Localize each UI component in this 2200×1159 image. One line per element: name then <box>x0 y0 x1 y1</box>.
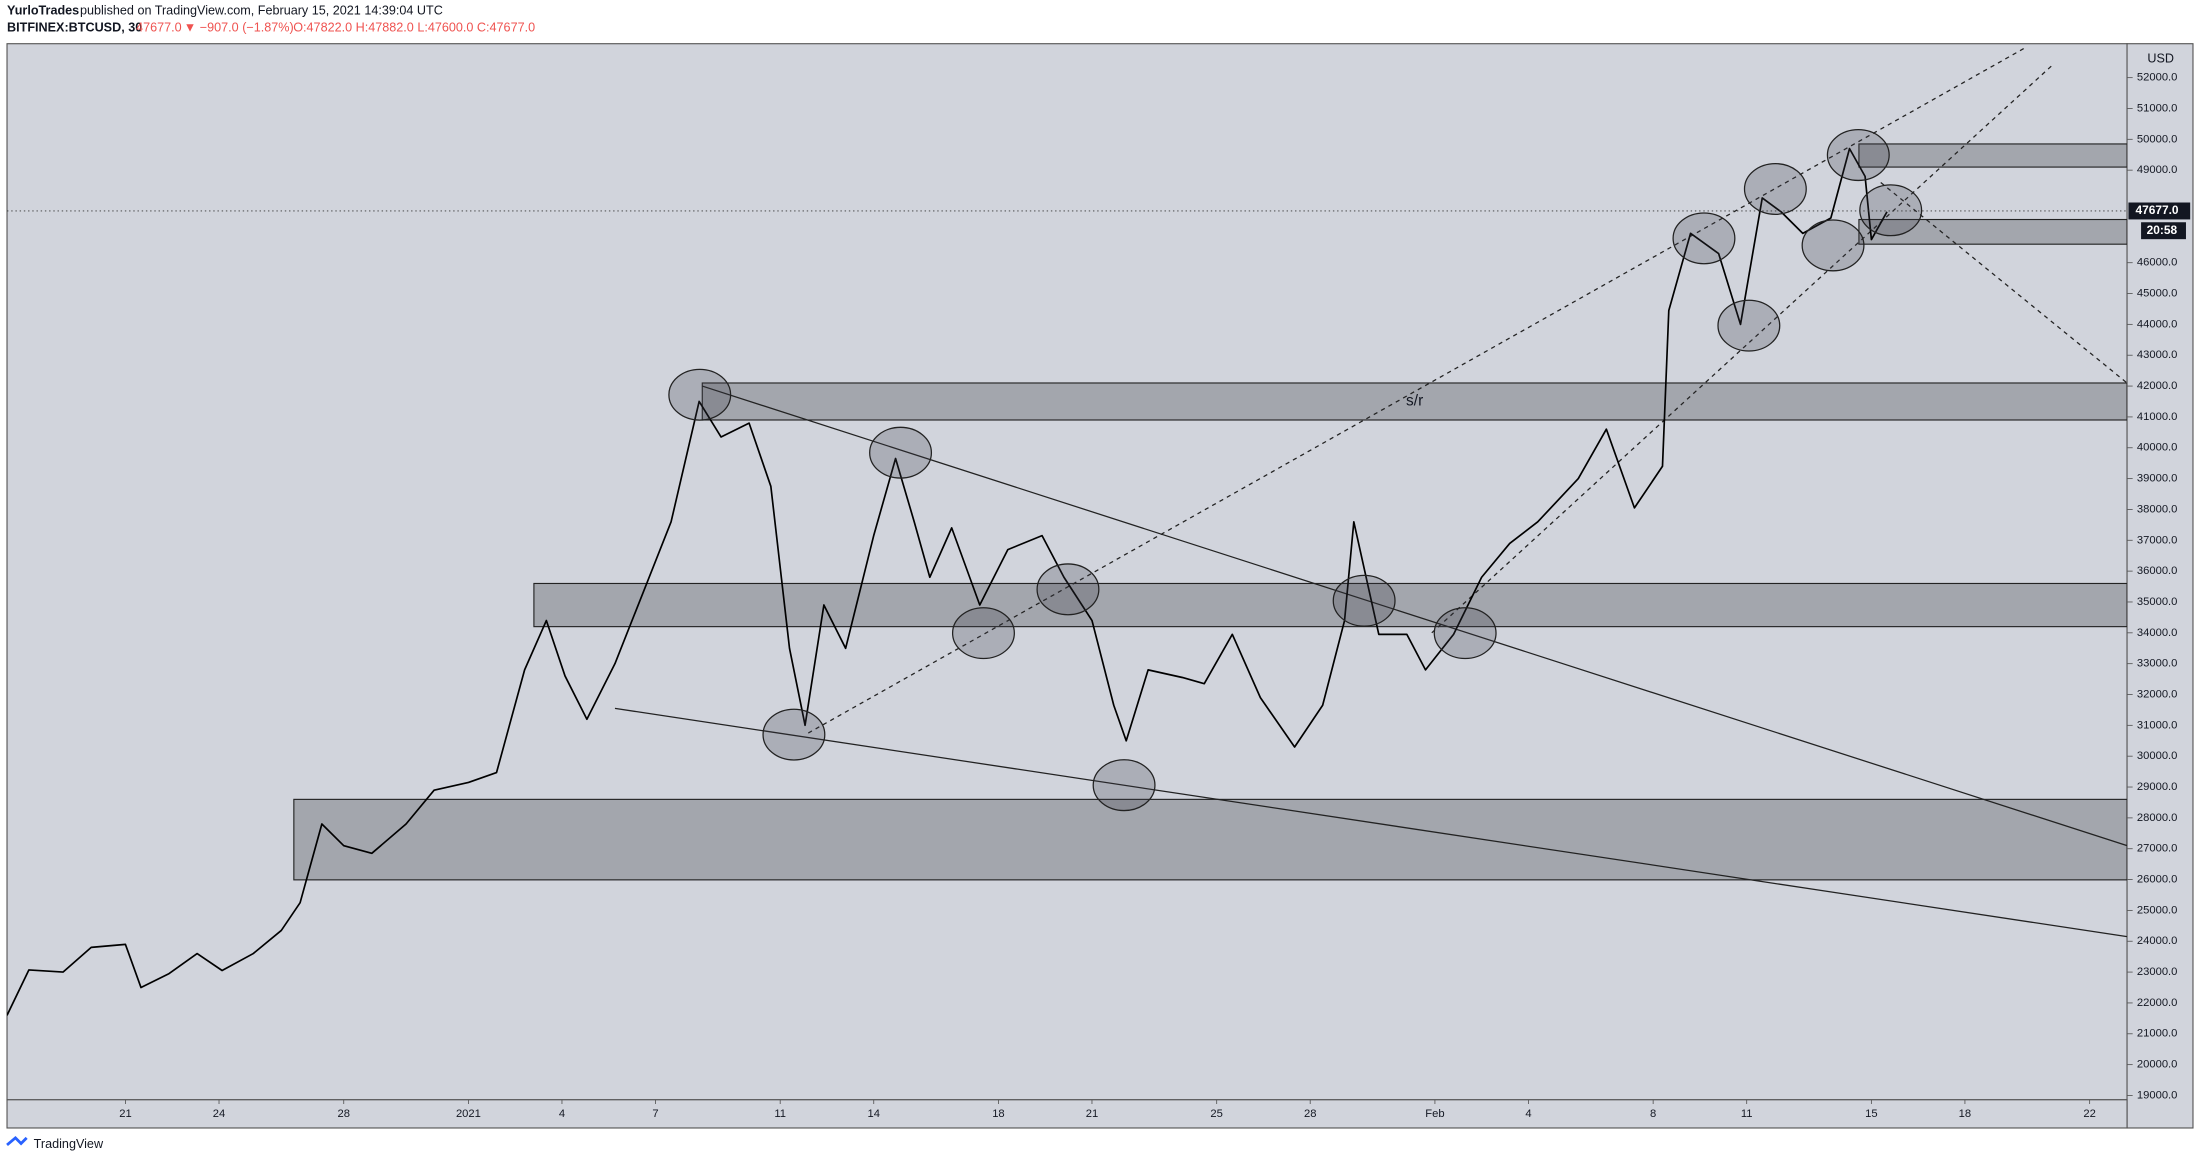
x-tick-label: 21 <box>119 1108 131 1120</box>
x-tick-label: 18 <box>992 1108 1004 1120</box>
x-tick-label: 22 <box>2083 1108 2095 1120</box>
y-tick-label: 42000.0 <box>2137 380 2178 392</box>
zone <box>1858 218 2128 245</box>
y-tick-label: 20000.0 <box>2137 1059 2178 1071</box>
published: published on TradingView.com, February 1… <box>80 4 443 18</box>
x-tick-label: Feb <box>1425 1108 1444 1120</box>
y-tick-label: 39000.0 <box>2137 473 2178 485</box>
trendline <box>1880 182 2128 384</box>
y-tick-label: 49000.0 <box>2137 164 2178 176</box>
zone <box>533 582 2128 628</box>
x-tick-label: 7 <box>652 1108 658 1120</box>
last-price-label: 47677.0 <box>2135 203 2178 217</box>
author: YurloTrades <box>7 4 79 18</box>
marker-circle <box>1332 574 1396 627</box>
marker-circle <box>762 708 826 761</box>
marker-circle <box>1717 299 1781 352</box>
marker-circle <box>668 368 732 421</box>
y-tick-label: 51000.0 <box>2137 102 2178 114</box>
marker-circle <box>1433 607 1497 660</box>
symbol: BITFINEX:BTCUSD, 30 <box>7 21 142 35</box>
x-tick-label: 28 <box>337 1108 349 1120</box>
quote: 47677.0 <box>136 21 182 35</box>
zone <box>1858 143 2128 168</box>
y-tick-label: 28000.0 <box>2137 812 2178 824</box>
marker-circle <box>1092 759 1156 812</box>
marker-circle <box>1672 212 1736 265</box>
x-tick-label: 24 <box>213 1108 225 1120</box>
y-tick-label: 40000.0 <box>2137 442 2178 454</box>
price-line <box>7 147 1888 1016</box>
y-tick-label: 43000.0 <box>2137 349 2178 361</box>
x-tick-label: 25 <box>1210 1108 1222 1120</box>
ohlc: O:47822.0 H:47882.0 L:47600.0 C:47677.0 <box>293 21 535 35</box>
y-tick-label: 21000.0 <box>2137 1028 2178 1040</box>
x-tick-label: 8 <box>1650 1108 1656 1120</box>
y-tick-label: 26000.0 <box>2137 874 2178 886</box>
plot: s/r <box>7 47 2128 1016</box>
y-tick-label: 50000.0 <box>2137 133 2178 145</box>
change: ▼ −907.0 (−1.87%) <box>184 21 294 35</box>
footer: TradingView <box>34 1137 104 1151</box>
y-tick-label: 22000.0 <box>2137 997 2178 1009</box>
y-tick-label: 23000.0 <box>2137 966 2178 978</box>
zone <box>701 382 2128 421</box>
x-tick-label: 15 <box>1865 1108 1877 1120</box>
y-tick-label: 27000.0 <box>2137 843 2178 855</box>
y-tick-label: 24000.0 <box>2137 935 2178 947</box>
y-tick-label: 31000.0 <box>2137 719 2178 731</box>
marker-circle <box>1859 184 1923 237</box>
zone-label: s/r <box>1406 393 1423 410</box>
x-tick-label: 2021 <box>456 1108 481 1120</box>
countdown: 20:58 <box>2147 223 2178 237</box>
y-tick-label: 34000.0 <box>2137 627 2178 639</box>
y-tick-label: 30000.0 <box>2137 750 2178 762</box>
marker-circle <box>951 607 1015 660</box>
x-tick-label: 28 <box>1304 1108 1316 1120</box>
y-tick-label: 44000.0 <box>2137 318 2178 330</box>
last-price-box <box>2128 202 2191 220</box>
marker-circle <box>1826 129 1890 182</box>
y-tick-label: 29000.0 <box>2137 781 2178 793</box>
y-tick-label: 33000.0 <box>2137 658 2178 670</box>
trendline <box>702 385 2128 847</box>
logo <box>6 1135 28 1146</box>
zone <box>293 798 2128 881</box>
marker-circle <box>1743 162 1807 215</box>
x-tick-label: 21 <box>1086 1108 1098 1120</box>
y-tick-label: 46000.0 <box>2137 257 2178 269</box>
y-tick-label: 37000.0 <box>2137 534 2178 546</box>
marker-circle <box>1036 563 1100 616</box>
time-axis <box>6 1099 2128 1129</box>
x-tick-label: 14 <box>867 1108 879 1120</box>
x-tick-label: 4 <box>1525 1108 1531 1120</box>
y-tick-label: 32000.0 <box>2137 688 2178 700</box>
y-tick-label: 45000.0 <box>2137 287 2178 299</box>
x-tick-label: 11 <box>1741 1108 1753 1120</box>
marker-circle <box>1801 219 1865 272</box>
y-tick-label: 38000.0 <box>2137 503 2178 515</box>
y-tick-label: 19000.0 <box>2137 1089 2178 1101</box>
trendline <box>614 707 2128 938</box>
marker-circle <box>869 426 933 479</box>
y-tick-label: 36000.0 <box>2137 565 2178 577</box>
plot-area <box>6 43 2128 1101</box>
x-tick-label: 4 <box>559 1108 565 1120</box>
countdown-box <box>2141 222 2186 240</box>
x-tick-label: 11 <box>774 1108 786 1120</box>
unit: USD <box>2147 52 2174 66</box>
y-tick-label: 35000.0 <box>2137 596 2178 608</box>
trendline <box>1431 64 2053 634</box>
y-tick-label: 25000.0 <box>2137 904 2178 916</box>
y-tick-label: 52000.0 <box>2137 72 2178 84</box>
x-tick-label: 18 <box>1959 1108 1971 1120</box>
y-tick-label: 41000.0 <box>2137 411 2178 423</box>
